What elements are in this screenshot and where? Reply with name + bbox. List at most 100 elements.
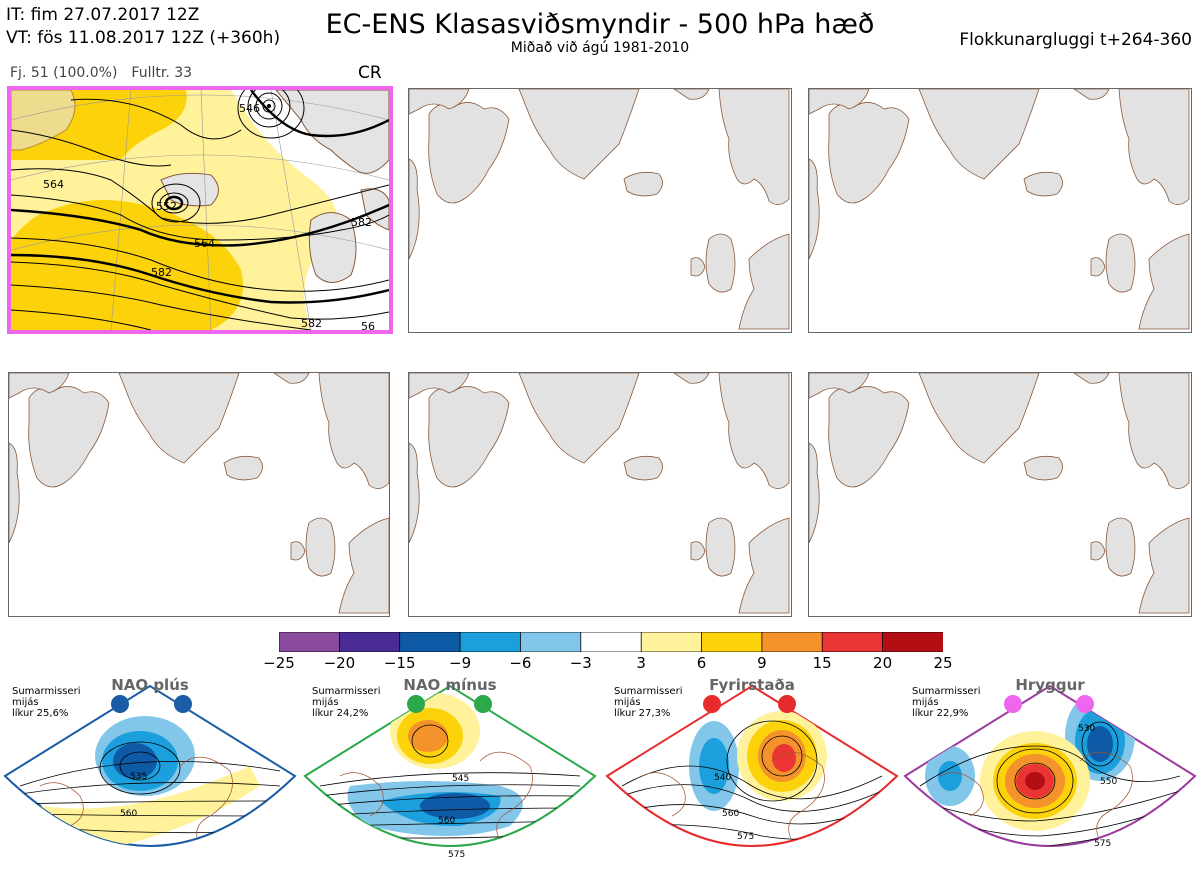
regime-nao-plus[interactable]: 535 560 NAO plús Sumarmisseri mijás líku… — [0, 676, 300, 871]
colorbar-swatch — [821, 631, 884, 653]
contour-label: 564 — [43, 178, 64, 191]
regime-note: Sumarmisseri mijás líkur 24,2% — [312, 686, 380, 719]
regime-probability: líkur 27,3% — [614, 708, 671, 719]
regime-note: Sumarmisseri mijás líkur 27,3% — [614, 686, 682, 719]
colorbar-swatch — [339, 631, 401, 653]
cluster-representative: Fulltr. 33 — [131, 65, 193, 81]
regime-contour-label: 550 — [1100, 777, 1117, 787]
colorbar-tick-label: 20 — [873, 654, 893, 672]
colorbar-swatches — [278, 631, 944, 653]
colorbar-tick-label: 25 — [933, 654, 953, 672]
valid-time: VT: fös 11.08.2017 12Z (+360h) — [6, 28, 281, 48]
base-map — [809, 89, 1190, 330]
contour-label: 564 — [194, 237, 215, 250]
regime-dot — [474, 695, 492, 713]
regime-dot — [111, 695, 129, 713]
base-map — [809, 373, 1190, 614]
regime-season: Sumarmisseri — [312, 686, 381, 697]
regime-contour-label: 535 — [130, 772, 147, 782]
regime-season: Sumarmisseri — [912, 686, 981, 697]
regime-contour-label: 560 — [120, 809, 137, 819]
colorbar-tick-label: −25 — [263, 654, 295, 672]
page-subtitle: Miðað við ágú 1981-2010 — [510, 40, 690, 56]
regime-name: Fyrirstaða — [709, 676, 795, 694]
colorbar-swatch — [459, 631, 522, 653]
contour-label: 582 — [151, 266, 172, 279]
regime-type: mijás — [912, 697, 939, 708]
cluster-map-4[interactable] — [8, 372, 390, 617]
contour-label: 552 — [156, 200, 177, 213]
colorbar-ticks: −25 −20 −15 −9 −6 −3 3 6 9 15 20 25 — [259, 654, 961, 674]
cluster-member-count: Fj. 51 (100.0%) — [10, 65, 118, 81]
colorbar-swatch — [519, 631, 582, 653]
cluster-map-1[interactable]: 546 564 552 564 582 582 582 56 — [7, 86, 393, 334]
regime-probability: líkur 24,2% — [312, 708, 369, 719]
colorbar-swatch — [278, 631, 341, 653]
contour-label: 546 — [239, 102, 260, 115]
regime-contour-label: 575 — [737, 832, 754, 842]
regime-contour-label: 575 — [1094, 839, 1111, 849]
anomaly-colorbar — [278, 631, 944, 656]
cluster-map-6[interactable] — [808, 372, 1192, 617]
run-info: IT: fim 27.07.2017 12Z VT: fös 11.08.201… — [6, 4, 280, 50]
cluster-map-3[interactable] — [808, 88, 1192, 333]
regime-type: mijás — [614, 697, 641, 708]
regime-contour-label: 545 — [452, 774, 469, 784]
regime-dot — [407, 695, 425, 713]
cluster-window-label: Flokkunargluggi t+264-360 — [959, 30, 1192, 50]
colorbar-tick-label: −20 — [323, 654, 356, 672]
initial-time: IT: fim 27.07.2017 12Z — [6, 5, 200, 25]
regime-probability: líkur 22,9% — [912, 708, 969, 719]
cluster-map-2[interactable] — [408, 88, 792, 333]
cluster-map-svg: 546 564 552 564 582 582 582 56 — [11, 90, 389, 330]
cluster-map-5[interactable] — [408, 372, 792, 617]
regime-season: Sumarmisseri — [614, 686, 683, 697]
colorbar-tick-label: −6 — [509, 654, 532, 672]
colorbar-tick-label: 6 — [696, 654, 707, 672]
colorbar-tick-label: −3 — [569, 654, 592, 672]
colorbar-swatch — [640, 631, 703, 653]
regime-contour-label: 560 — [722, 809, 739, 819]
regime-type: mijás — [12, 697, 39, 708]
regime-name: Hryggur — [1015, 676, 1085, 694]
regime-dot — [703, 695, 721, 713]
colorbar-swatch — [399, 631, 461, 653]
page-title: EC-ENS Klasasviðsmyndir - 500 hPa hæð — [325, 9, 875, 40]
regime-probability: líkur 25,6% — [12, 708, 69, 719]
regime-name: NAO mínus — [403, 676, 497, 694]
regime-dot — [778, 695, 796, 713]
base-map — [9, 373, 389, 614]
regime-hryggur[interactable]: 530 550 575 Hryggur Sumarmisseri mijás l… — [900, 676, 1200, 871]
cluster-regime-code: CR — [358, 63, 382, 83]
contour-label: 582 — [351, 216, 372, 229]
regime-map: 540 560 575 — [605, 684, 899, 847]
regime-contour-label: 575 — [448, 850, 465, 860]
regime-fyrirstada[interactable]: 540 560 575 Fyrirstaða Sumarmisseri mijá… — [602, 676, 902, 871]
regime-map: 535 560 — [3, 684, 297, 847]
contour-label: 56 — [361, 320, 375, 330]
colorbar-swatch — [580, 631, 643, 653]
colorbar-swatch — [701, 631, 763, 653]
regime-dot — [1004, 695, 1022, 713]
colorbar-tick-label: −15 — [383, 654, 416, 672]
regime-map: 530 550 575 — [903, 684, 1197, 849]
regime-name: NAO plús — [111, 676, 189, 694]
regime-dot — [1076, 695, 1094, 713]
regime-map: 545 560 575 — [303, 684, 597, 860]
regime-nao-minus[interactable]: 545 560 575 NAO mínus Sumarmisseri mijás… — [300, 676, 600, 871]
colorbar-tick-label: −9 — [449, 654, 472, 672]
base-map — [409, 373, 790, 614]
regime-contour-label: 540 — [714, 773, 731, 783]
colorbar-swatch — [882, 631, 944, 653]
colorbar-tick-label: 15 — [812, 654, 832, 672]
base-map — [409, 89, 790, 330]
regime-note: Sumarmisseri mijás líkur 25,6% — [12, 686, 80, 719]
colorbar-tick-label: 9 — [757, 654, 767, 672]
cluster-info: Fj. 51 (100.0%) Fulltr. 33 — [10, 65, 206, 81]
regime-contour-label: 560 — [438, 816, 455, 826]
regime-type: mijás — [312, 697, 339, 708]
colorbar-tick-label: 3 — [636, 654, 646, 672]
regime-contour-label: 530 — [1078, 724, 1095, 734]
regime-season: Sumarmisseri — [12, 686, 81, 697]
regime-dot — [174, 695, 192, 713]
